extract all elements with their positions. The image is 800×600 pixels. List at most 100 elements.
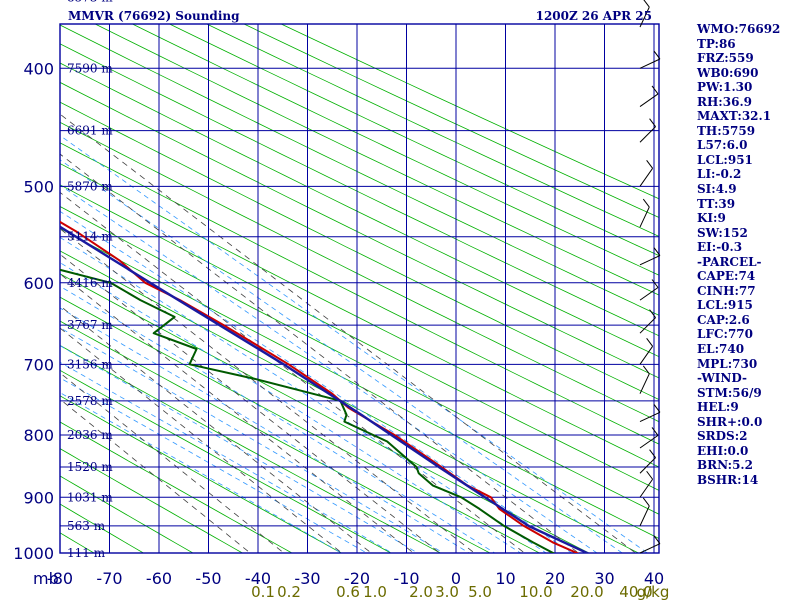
pressure-tick-label: 700 <box>23 355 54 374</box>
parcel-trace <box>60 225 590 553</box>
wind-barb <box>639 168 654 187</box>
wind-barb-flag <box>653 247 661 256</box>
wind-barb-flag <box>646 470 654 480</box>
dry-adiabat <box>60 475 194 553</box>
wind-barb-flag <box>646 337 654 347</box>
wind-barb-flag <box>651 85 659 95</box>
dry-adiabat <box>60 395 343 553</box>
sounding-index: CAPE:74 <box>697 269 756 284</box>
wind-barb <box>639 373 650 394</box>
mixing-ratio-label: 2.0 <box>409 583 433 600</box>
mixing-ratio-unit: g/kg <box>637 583 670 600</box>
sounding-index: L57:6.0 <box>697 138 748 153</box>
sounding-index: LCL:951 <box>697 152 753 167</box>
wind-barb <box>639 505 650 527</box>
dewpoint-trace <box>60 268 556 553</box>
temperature-tick-label: 0 <box>451 569 461 588</box>
wind-barb-flag <box>651 279 659 288</box>
moist-adiabat <box>60 377 368 553</box>
mixing-ratio-label: 0.1 <box>251 583 275 600</box>
height-label: 111 m <box>67 546 106 560</box>
height-label: 2578 m <box>67 394 113 408</box>
dry-adiabat <box>60 296 541 553</box>
dry-adiabat <box>60 250 640 553</box>
temperature-tick-label: 30 <box>594 569 614 588</box>
dry-adiabat <box>60 344 442 553</box>
sounding-index: CAP:2.6 <box>697 312 750 327</box>
pressure-tick-label: 400 <box>23 59 54 78</box>
wind-barb-column <box>639 0 661 554</box>
mixing-ratio-line <box>60 305 372 553</box>
sounding-index: FRZ:559 <box>697 51 754 66</box>
moist-adiabat <box>60 327 444 553</box>
sounding-index: LI:-0.2 <box>697 167 742 182</box>
temperature-tick-label: 20 <box>545 569 565 588</box>
mixing-ratio-label: 40.0 <box>619 583 652 600</box>
mixing-ratio-label: 10.0 <box>519 583 552 600</box>
dry-adiabat <box>60 421 293 553</box>
height-label: 563 m <box>67 519 106 533</box>
wind-barb-flag <box>653 535 661 545</box>
sounding-index: CINH:77 <box>697 283 756 298</box>
dry-adiabat <box>60 24 659 316</box>
pressure-tick-label: 1000 <box>13 544 54 563</box>
valid-time: 1200Z 26 APR 25 <box>536 9 652 23</box>
dry-adiabat <box>94 24 659 296</box>
mixing-ratio-label: 1.0 <box>363 583 387 600</box>
station-title: MMVR (76692) Sounding <box>68 9 240 23</box>
wind-barb-flag <box>653 403 661 413</box>
wind-barb <box>639 255 661 266</box>
height-label: 6691 m <box>67 124 113 138</box>
mixing-ratio-label: 0.2 <box>277 583 301 600</box>
moist-adiabat <box>60 307 470 553</box>
height-label: 2036 m <box>67 428 113 442</box>
moist-adiabat <box>60 159 623 553</box>
dry-adiabat <box>60 320 491 553</box>
wind-barb <box>639 58 661 69</box>
mixing-ratio-line <box>60 327 343 553</box>
dry-adiabat <box>131 24 659 276</box>
mixing-ratio-line <box>60 372 285 553</box>
axis-labels: 1002003004005006007008009001000mb-80-70-… <box>13 0 669 600</box>
sounding-index: SRDS:2 <box>697 429 748 444</box>
wind-barb <box>639 346 654 365</box>
wind-barb <box>639 93 659 107</box>
dry-adiabat <box>60 43 659 337</box>
sounding-index: WB0:690 <box>697 65 759 80</box>
mixing-ratio-line <box>60 253 441 553</box>
temperature-tick-label: -80 <box>47 569 73 588</box>
wind-barb-flag <box>649 118 656 127</box>
sounding-index: HEL:9 <box>697 400 739 415</box>
height-label: 3156 m <box>67 357 113 371</box>
mixing-ratio-line <box>60 191 526 553</box>
sounding-index: SHR+:0.0 <box>697 414 763 429</box>
temperature-tick-label: 40 <box>644 569 664 588</box>
dry-adiabat <box>60 163 659 468</box>
wind-barb-flag <box>642 198 650 208</box>
dry-adiabat <box>60 121 659 423</box>
dry-adiabat <box>60 62 659 358</box>
wind-barb <box>639 287 659 301</box>
height-label: 3767 m <box>67 318 113 332</box>
sounding-index: RH:36.9 <box>697 94 752 109</box>
sounding-index: EHI:0.0 <box>697 443 749 458</box>
dry-adiabat <box>60 369 392 553</box>
pressure-tick-label: 800 <box>23 426 54 445</box>
dry-adiabat <box>60 206 659 515</box>
sounding-index: PW:1.30 <box>697 80 753 95</box>
mixing-ratio-label: 5.0 <box>468 583 492 600</box>
sounding-index: EI:-0.3 <box>697 240 743 255</box>
temperature-tick-label: -20 <box>344 569 370 588</box>
wind-barb <box>639 434 659 449</box>
dry-adiabat <box>60 448 244 553</box>
temperature-tick-label: 10 <box>495 569 515 588</box>
wind-barb-flag <box>646 160 654 169</box>
wind-barb <box>639 543 661 554</box>
sounding-index: BSHR:14 <box>697 472 759 487</box>
sounding-index: TT:39 <box>697 196 736 211</box>
wind-barb-flag <box>651 427 659 436</box>
dry-adiabat <box>60 81 659 379</box>
wind-barb <box>639 206 650 228</box>
dry-adiabat <box>60 101 659 401</box>
mixing-ratio-line <box>60 113 637 553</box>
